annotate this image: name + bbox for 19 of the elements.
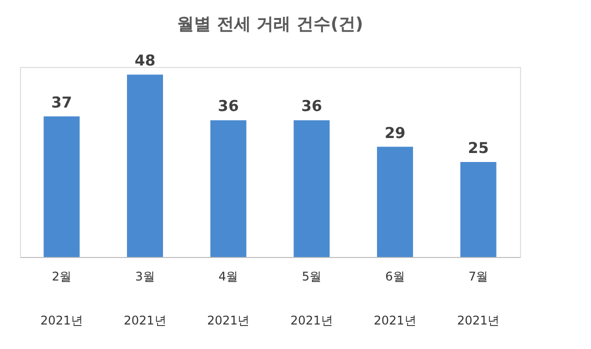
category-label: 6월 2021년 — [374, 270, 416, 328]
data-label: 37 — [51, 93, 72, 112]
bar — [460, 162, 496, 257]
category-label: 3월 2021년 — [124, 270, 166, 328]
category-label: 7월 2021년 — [457, 270, 500, 328]
category-label: 2월 2021년 — [40, 270, 83, 328]
bar — [44, 116, 80, 257]
category-label: 5월 2021년 — [290, 270, 333, 328]
bar — [210, 120, 246, 257]
data-label: 48 — [134, 52, 156, 70]
bar — [377, 146, 413, 257]
data-label: 29 — [384, 124, 406, 142]
category-label: 4월 2021년 — [207, 270, 250, 328]
data-label: 25 — [468, 139, 489, 157]
bar — [294, 120, 330, 257]
data-label: 36 — [218, 97, 239, 116]
data-label: 36 — [301, 97, 322, 116]
chart-title: 월별 전세 거래 건수(건) — [176, 14, 364, 35]
bar — [127, 74, 163, 257]
